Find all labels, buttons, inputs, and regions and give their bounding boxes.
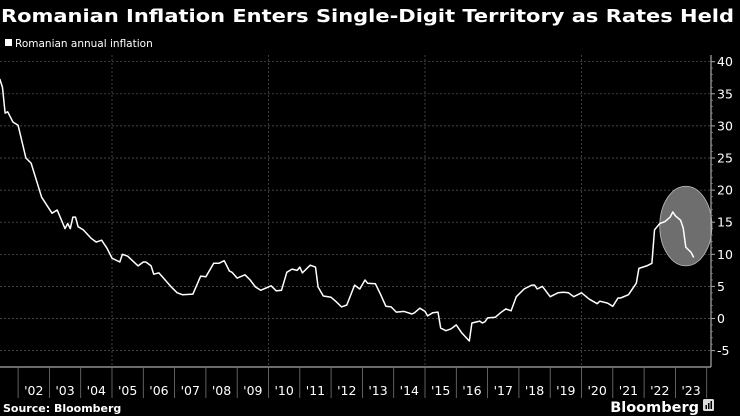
y-tick-label: 5 <box>717 279 725 294</box>
y-tick-label: 0 <box>717 311 725 326</box>
x-tick-label: '20 <box>587 383 606 398</box>
x-tick-label: '22 <box>650 383 669 398</box>
inflation-line <box>0 78 695 342</box>
x-tick-label: '11 <box>306 383 325 398</box>
x-tick-label: '10 <box>274 383 293 398</box>
y-tick-label: 30 <box>717 118 733 133</box>
highlight-ellipse <box>659 185 713 267</box>
y-tick-label: 10 <box>717 247 733 262</box>
x-tick-label: '02 <box>24 383 43 398</box>
x-tick-label: '18 <box>525 383 544 398</box>
x-tick-label: '16 <box>462 383 481 398</box>
y-axis: 40 35 30 25 20 15 10 5 0 -5 <box>710 54 733 367</box>
x-tick-label: '05 <box>118 383 137 398</box>
x-tick-label: '03 <box>55 383 74 398</box>
x-tick-label: '13 <box>368 383 387 398</box>
y-tick-label: 40 <box>717 54 733 69</box>
bloomberg-chart-icon <box>703 399 714 411</box>
y-tick-label: 25 <box>717 151 733 166</box>
chart-title: Romanian Inflation Enters Single-Digit T… <box>1 6 734 27</box>
grid <box>0 55 711 367</box>
y-tick-label: -5 <box>717 343 729 358</box>
x-tick-label: '19 <box>556 383 575 398</box>
x-tick-label: '12 <box>337 383 356 398</box>
x-tick-label: '15 <box>431 383 450 398</box>
legend-swatch <box>5 39 12 46</box>
x-tick-label: '14 <box>400 383 419 398</box>
source-label: Source: Bloomberg <box>3 402 121 415</box>
bloomberg-logo: Bloomberg <box>610 400 699 416</box>
x-tick-label: '21 <box>619 383 638 398</box>
x-tick-label: '17 <box>494 383 513 398</box>
x-tick-label: '06 <box>149 383 168 398</box>
x-tick-label: '08 <box>212 383 231 398</box>
y-tick-label: 35 <box>717 86 733 101</box>
legend-label: Romanian annual inflation <box>15 38 153 50</box>
x-tick-label: '23 <box>681 383 700 398</box>
x-tick-label: '09 <box>243 383 262 398</box>
x-tick-label: '04 <box>87 383 106 398</box>
y-tick-label: 15 <box>717 215 733 230</box>
x-tick-label: '07 <box>181 383 200 398</box>
x-axis: '02 '03 '04 '05 '06 '07 '08 '09 '10 '11 '12 '13 '14 '… <box>0 366 711 398</box>
y-tick-label: 20 <box>717 183 733 198</box>
